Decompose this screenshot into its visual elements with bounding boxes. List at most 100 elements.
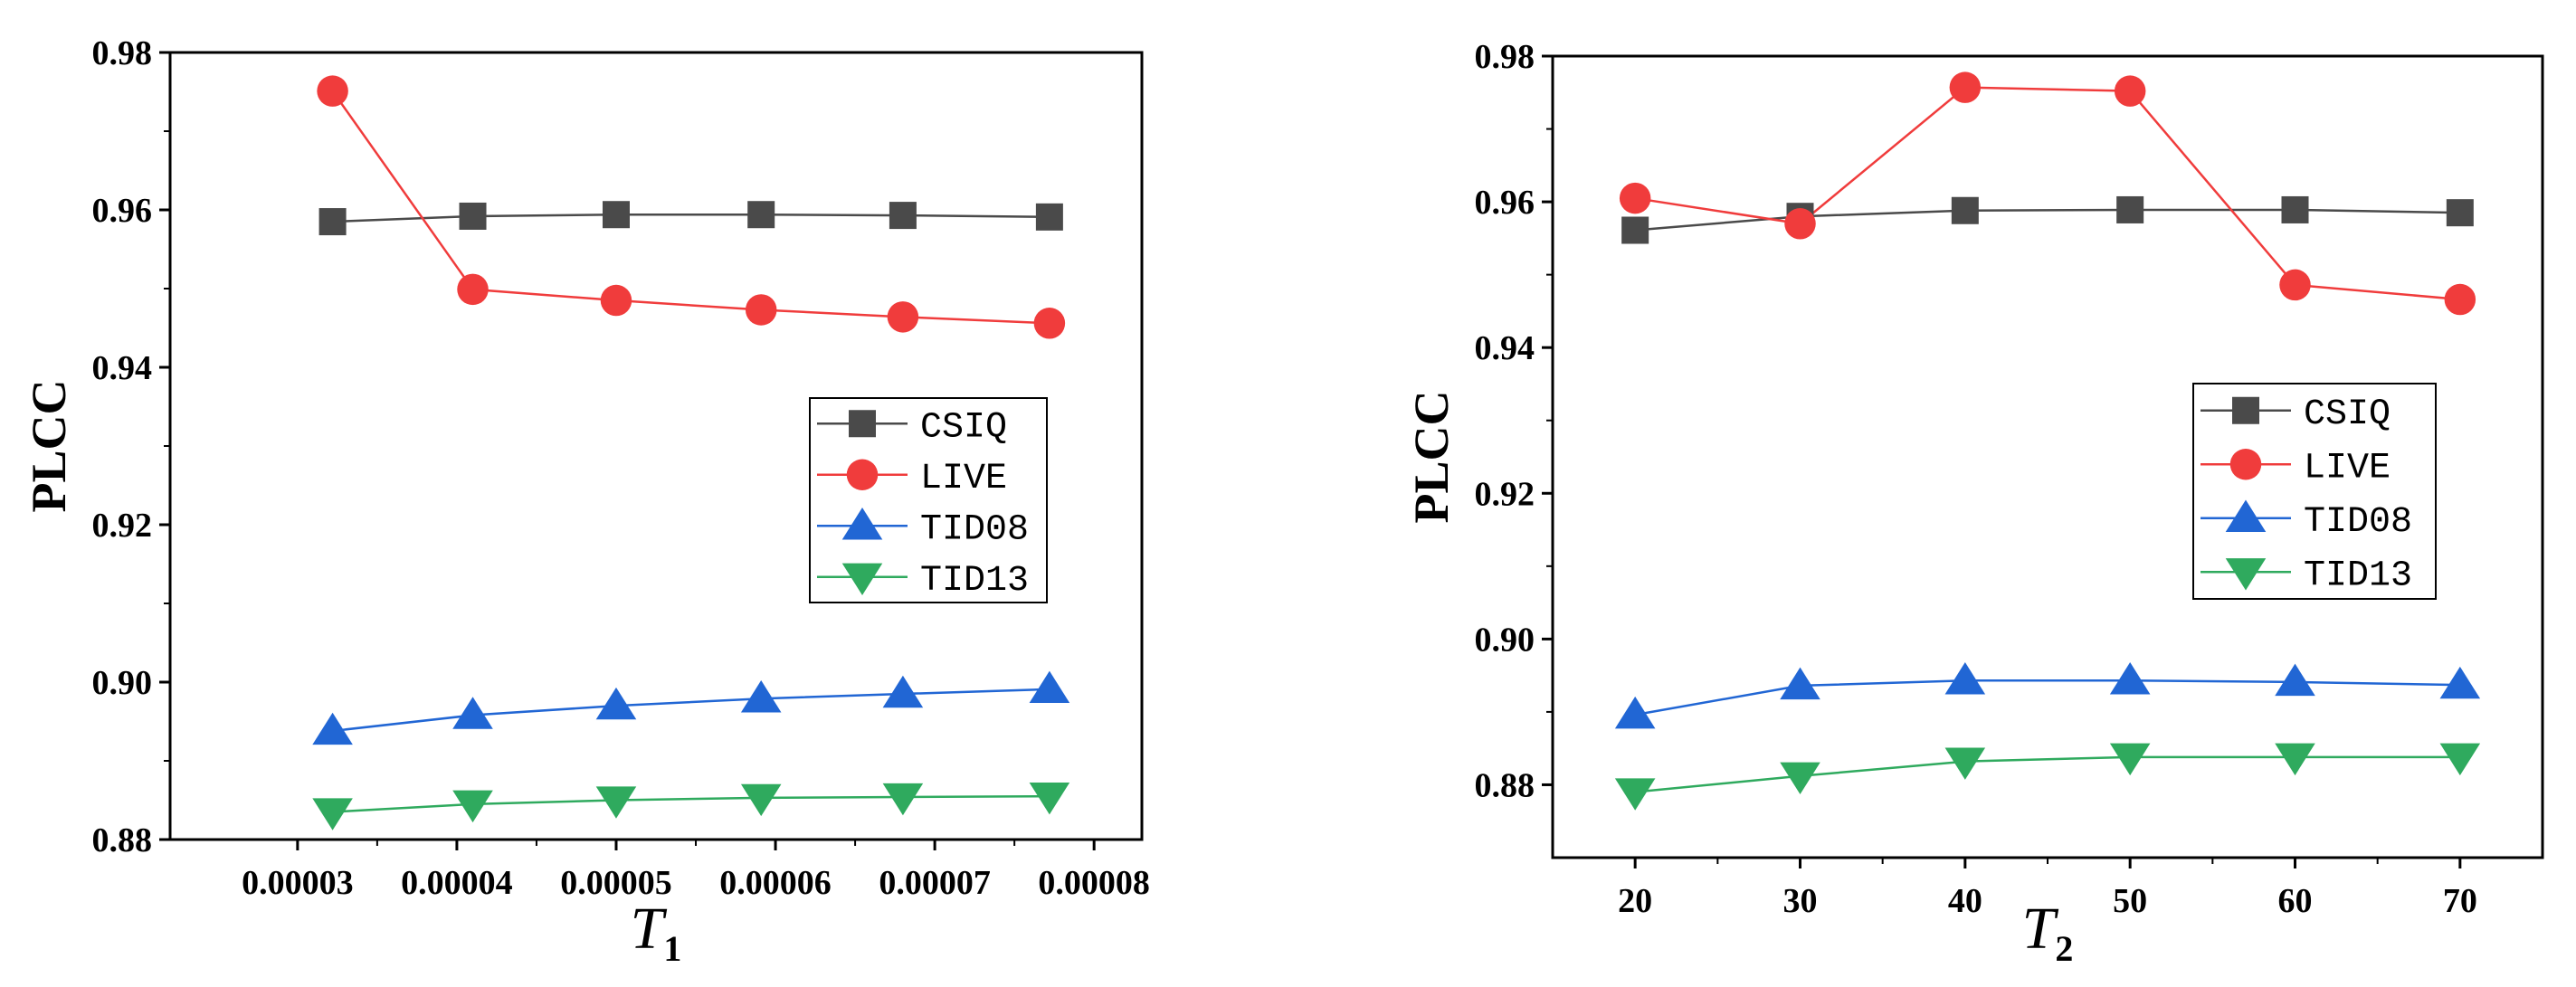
- x-tick-label: 0.00006: [719, 864, 832, 902]
- data-point-tid13: [1780, 762, 1820, 795]
- legend-label: TID08: [920, 509, 1029, 550]
- legend-label: TID13: [2304, 555, 2412, 596]
- data-point-tid08: [1614, 696, 1656, 729]
- data-point-live: [2114, 75, 2146, 107]
- data-point-csiq: [747, 201, 775, 229]
- legend-marker: [2229, 449, 2262, 480]
- y-tick-label: 0.98: [1475, 38, 1535, 76]
- data-point-csiq: [2446, 199, 2474, 227]
- legend-item-csiq: CSIQ: [817, 407, 1007, 448]
- series-line-tid08: [332, 688, 1050, 733]
- x-axis-ticks: 20 30 40 50 60 70: [1618, 858, 2477, 920]
- series-line-tid13: [332, 794, 1050, 813]
- left-chart: 0.00003 0.00004 0.00005 0.00006 0.00007 0.000…: [22, 34, 1150, 969]
- y-tick-label: 0.96: [1475, 184, 1535, 222]
- y-tick-label: 0.88: [92, 821, 153, 859]
- y-tick-label: 0.90: [92, 664, 153, 702]
- legend: CSIQ LIVE TID08 TID13: [2192, 383, 2437, 600]
- data-point-csiq: [318, 208, 347, 236]
- x-tick-label: 0.00005: [560, 864, 672, 902]
- data-point-csiq: [2281, 195, 2309, 223]
- legend-item-live: LIVE: [2201, 448, 2391, 489]
- x-tick-label: 0.00004: [401, 864, 513, 902]
- y-tick-label: 0.92: [92, 507, 153, 545]
- data-point-tid08: [2439, 666, 2481, 699]
- data-point-tid08: [452, 697, 493, 729]
- data-point-tid13: [882, 783, 924, 816]
- x-tick-label: 70: [2443, 882, 2477, 920]
- legend-marker: [2225, 558, 2267, 591]
- x-axis-label-main: T: [2022, 896, 2059, 962]
- data-point-tid13: [740, 783, 782, 817]
- legend-item-tid08: TID08: [817, 508, 1029, 550]
- data-point-live: [887, 301, 919, 333]
- legend-label: TID13: [920, 561, 1029, 602]
- series-line-live: [1634, 86, 2460, 301]
- x-axis-ticks: 0.00003 0.00004 0.00005 0.00006 0.00007 0.000…: [242, 840, 1150, 902]
- legend-item-csiq: CSIQ: [2201, 394, 2391, 435]
- data-point-csiq: [1621, 216, 1649, 244]
- legend-item-tid08: TID08: [2201, 499, 2412, 543]
- legend-label: CSIQ: [2304, 394, 2391, 435]
- data-point-tid13: [312, 798, 353, 830]
- series-line-tid08: [1634, 679, 2460, 717]
- y-tick-label: 0.96: [92, 192, 153, 230]
- legend-item-live: LIVE: [817, 459, 1007, 499]
- series-lines: [331, 90, 1050, 813]
- series-markers: [1614, 71, 2481, 811]
- x-axis-label: T2: [2022, 896, 2074, 969]
- data-point-tid13: [452, 790, 493, 823]
- data-point-live: [1619, 182, 1651, 214]
- x-tick-label: 0.00007: [879, 864, 991, 902]
- y-tick-label: 0.94: [92, 349, 153, 387]
- legend-label: TID08: [2304, 502, 2412, 543]
- data-point-csiq: [2116, 195, 2144, 223]
- x-tick-label: 50: [2113, 882, 2147, 920]
- data-point-tid13: [1614, 778, 1656, 811]
- series-line-tid13: [1635, 755, 2460, 793]
- x-tick-label: 20: [1618, 882, 1652, 920]
- y-tick-label: 0.88: [1475, 766, 1535, 804]
- data-point-tid08: [882, 675, 924, 708]
- legend-label: LIVE: [920, 459, 1007, 499]
- data-point-tid08: [1944, 662, 1986, 695]
- data-point-live: [600, 284, 632, 317]
- data-point-tid08: [2109, 662, 2151, 695]
- legend: CSIQ LIVE TID08 TID13: [809, 397, 1048, 603]
- data-point-csiq: [459, 202, 487, 230]
- legend-item-tid13: TID13: [2201, 555, 2412, 596]
- data-point-live: [1033, 308, 1066, 339]
- y-tick-label: 0.90: [1475, 621, 1535, 659]
- x-axis-label-subscript: 1: [663, 928, 681, 969]
- data-point-csiq: [1951, 196, 1979, 224]
- x-axis-label: T1: [631, 896, 682, 969]
- y-axis-label: PLCC: [22, 380, 76, 513]
- data-point-live: [1784, 208, 1816, 240]
- legend-marker: [2225, 499, 2267, 532]
- right-chart: 20 30 40 50 60 70 0.88 0.90 0.92 0.94 0.96 0.98 PL…: [1404, 38, 2544, 969]
- data-point-csiq: [1035, 203, 1063, 231]
- y-axis-ticks: 0.88 0.90 0.92 0.94 0.96 0.98: [92, 34, 170, 859]
- x-tick-label: 0.00003: [242, 864, 354, 902]
- x-tick-label: 60: [2278, 882, 2313, 920]
- data-point-tid08: [2275, 663, 2315, 697]
- legend-label: CSIQ: [920, 407, 1007, 448]
- series-markers: [312, 75, 1070, 830]
- legend-marker: [841, 508, 883, 540]
- x-axis-label-subscript: 2: [2055, 928, 2073, 969]
- y-tick-label: 0.98: [92, 34, 153, 72]
- data-point-tid13: [2439, 743, 2481, 776]
- legend-item-tid13: TID13: [817, 561, 1029, 602]
- data-point-live: [2279, 269, 2311, 301]
- data-point-tid08: [595, 687, 637, 720]
- data-point-live: [1949, 71, 1982, 103]
- data-point-live: [317, 75, 348, 107]
- data-point-csiq: [602, 201, 630, 229]
- data-point-tid13: [2275, 743, 2315, 776]
- data-point-tid08: [740, 680, 782, 713]
- data-point-tid08: [1029, 670, 1070, 704]
- x-axis-label-main: T: [631, 896, 668, 962]
- legend-label: LIVE: [2304, 448, 2391, 489]
- data-point-live: [745, 294, 777, 326]
